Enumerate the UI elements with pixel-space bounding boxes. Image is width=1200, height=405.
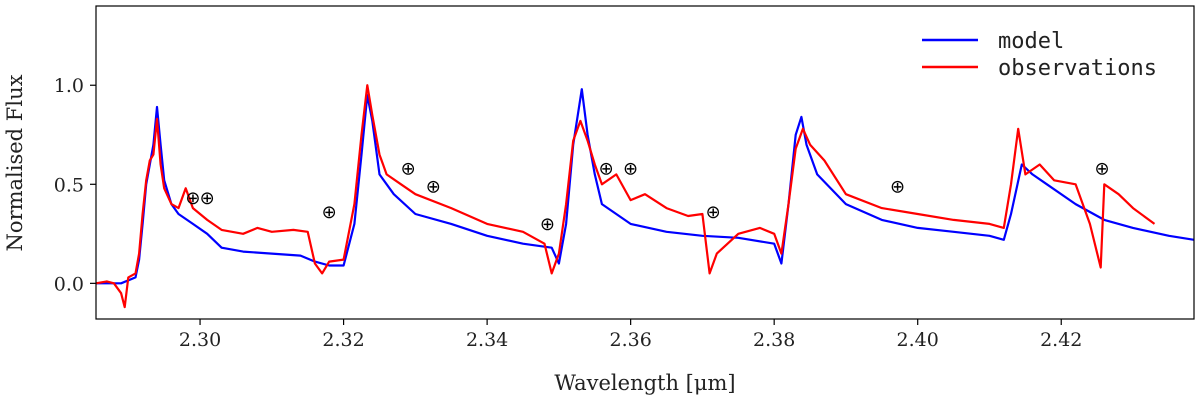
x-tick-label: 2.36 bbox=[609, 329, 651, 351]
x-tick-label: 2.40 bbox=[897, 329, 939, 351]
telluric-marker: ⊕ bbox=[401, 158, 416, 179]
plot-frame bbox=[95, 5, 1195, 320]
y-axis-label: Normalised Flux bbox=[3, 74, 27, 251]
series-line-model bbox=[96, 88, 1195, 285]
x-axis-label: Wavelength [μm] bbox=[554, 371, 735, 395]
legend-label-observations: observations bbox=[998, 56, 1157, 81]
telluric-marker: ⊕ bbox=[540, 214, 555, 235]
telluric-marker: ⊕ bbox=[1095, 158, 1110, 179]
x-tick-label: 2.32 bbox=[322, 329, 364, 351]
x-tick-label: 2.30 bbox=[179, 329, 221, 351]
telluric-marker: ⊕ bbox=[322, 202, 337, 223]
series-line-observations bbox=[95, 84, 1156, 309]
telluric-marker: ⊕ bbox=[706, 202, 721, 223]
telluric-marker: ⊕ bbox=[426, 176, 441, 197]
telluric-marker: ⊕ bbox=[200, 188, 215, 209]
telluric-marker: ⊕ bbox=[623, 158, 638, 179]
telluric-marker-layer: ⊕ ⊕⊕⊕⊕⊕⊕ ⊕⊕⊕⊕ bbox=[185, 158, 1109, 235]
series-layer bbox=[95, 84, 1195, 309]
legend: model observations bbox=[922, 29, 1157, 81]
tick-layer: 2.30 2.32 2.34 2.36 2.38 2.40 2.42 0.0 0.5 1.0 bbox=[54, 75, 1083, 351]
telluric-marker: ⊕ bbox=[890, 176, 905, 197]
y-tick-label: 1.0 bbox=[54, 75, 84, 97]
x-tick-label: 2.34 bbox=[466, 329, 508, 351]
x-tick-label: 2.38 bbox=[753, 329, 795, 351]
y-tick-label: 0.0 bbox=[54, 273, 84, 295]
telluric-marker: ⊕ bbox=[599, 158, 614, 179]
legend-label-model: model bbox=[998, 29, 1064, 54]
y-tick-label: 0.5 bbox=[54, 174, 84, 196]
x-tick-label: 2.42 bbox=[1040, 329, 1082, 351]
telluric-marker: ⊕ bbox=[185, 188, 200, 209]
